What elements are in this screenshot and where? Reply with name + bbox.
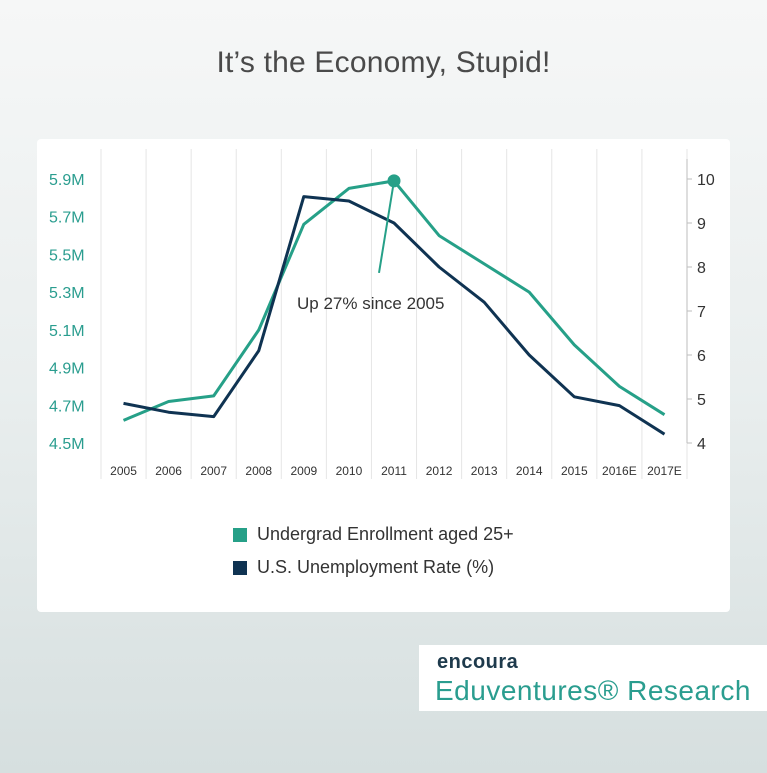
legend-swatch-enrollment: [233, 527, 247, 542]
right-tick-label: 4: [697, 436, 706, 453]
x-tick-label: 2005: [110, 464, 137, 478]
left-tick-label: 5.3M: [49, 285, 85, 302]
x-tick-label: 2013: [471, 464, 498, 478]
legend-item-unemployment: U.S. Unemployment Rate (%): [233, 557, 494, 578]
x-tick-label: 2017E: [647, 464, 682, 478]
x-tick-label: 2015: [561, 464, 588, 478]
left-tick-label: 4.7M: [49, 398, 85, 415]
legend-label-enrollment: Undergrad Enrollment aged 25+: [257, 524, 514, 544]
x-tick-label: 2006: [155, 464, 182, 478]
left-tick-label: 5.9M: [49, 172, 85, 189]
x-tick-label: 2010: [336, 464, 363, 478]
legend-item-enrollment: Undergrad Enrollment aged 25+: [233, 524, 514, 545]
brand-logo: encoura Eduventures® Research: [419, 645, 767, 711]
left-tick-label: 5.5M: [49, 247, 85, 264]
legend-label-unemployment: U.S. Unemployment Rate (%): [257, 557, 495, 577]
annotation-marker: [387, 174, 401, 188]
right-tick-label: 8: [697, 260, 706, 277]
right-tick-label: 7: [697, 304, 706, 321]
brand-division: Eduventures® Research: [435, 675, 751, 706]
annotation-leader-line: [378, 180, 395, 274]
x-tick-label: 2012: [426, 464, 453, 478]
right-tick-label: 10: [697, 172, 715, 189]
left-tick-label: 4.9M: [49, 361, 85, 378]
brand-company: encoura: [437, 651, 519, 673]
x-tick-label: 2016E: [602, 464, 637, 478]
x-tick-label: 2014: [516, 464, 543, 478]
line-chart: 4.5M 4.7M 4.9M 5.1M 5.3M 5.5M 5.7M 5.9M 4 5 6 7 8 9 1…: [49, 149, 715, 479]
legend-swatch-unemployment: [233, 560, 247, 575]
x-tick-label: 2008: [245, 464, 272, 478]
annotation-label: Up 27% since 2005: [297, 294, 444, 313]
left-tick-label: 5.7M: [49, 210, 85, 227]
left-tick-label: 5.1M: [49, 323, 85, 340]
right-tick-label: 5: [697, 392, 706, 409]
right-tick-label: 6: [697, 348, 706, 365]
chart-card: 4.5M 4.7M 4.9M 5.1M 5.3M 5.5M 5.7M 5.9M 4 5 6 7 8 9 1…: [37, 139, 730, 612]
x-tick-label: 2011: [381, 464, 407, 478]
series-line-unemployment: [123, 195, 666, 436]
x-tick-label: 2007: [200, 464, 227, 478]
left-tick-label: 4.5M: [49, 436, 85, 453]
x-tick-label: 2009: [290, 464, 317, 478]
right-tick-label: 9: [697, 216, 706, 233]
page-title: It’s the Economy, Stupid!: [216, 46, 551, 79]
